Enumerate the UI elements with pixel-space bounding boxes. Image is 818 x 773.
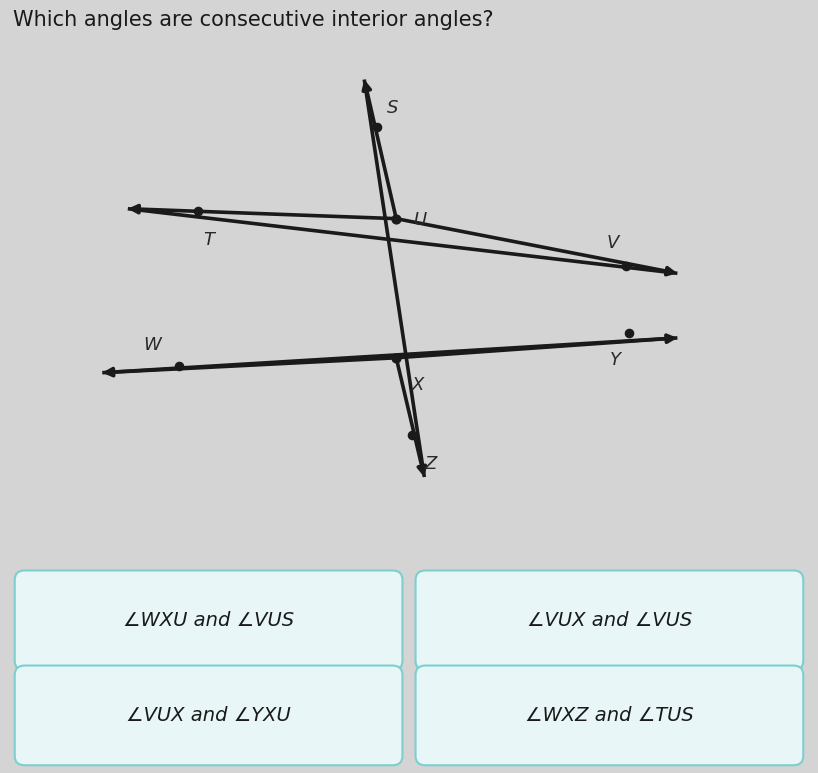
Text: T: T [203, 230, 214, 249]
Text: V: V [606, 234, 618, 253]
Point [620, 261, 633, 273]
Text: ∠VUX and ∠YXU: ∠VUX and ∠YXU [126, 706, 291, 725]
Text: Y: Y [610, 351, 621, 369]
Point [622, 327, 636, 339]
Point [371, 121, 384, 134]
Text: U: U [414, 211, 427, 229]
Text: Which angles are consecutive interior angles?: Which angles are consecutive interior an… [13, 10, 493, 30]
Point [405, 429, 418, 441]
Text: ∠VUX and ∠VUS: ∠VUX and ∠VUS [527, 611, 692, 630]
Text: S: S [387, 99, 398, 117]
Point [191, 205, 204, 217]
Text: W: W [143, 335, 161, 354]
Text: Z: Z [425, 455, 437, 473]
Text: X: X [411, 376, 424, 393]
Text: ∠WXU and ∠VUS: ∠WXU and ∠VUS [123, 611, 294, 630]
Point [389, 352, 402, 364]
Point [389, 213, 402, 225]
Point [173, 359, 186, 372]
Text: ∠WXZ and ∠TUS: ∠WXZ and ∠TUS [525, 706, 694, 725]
